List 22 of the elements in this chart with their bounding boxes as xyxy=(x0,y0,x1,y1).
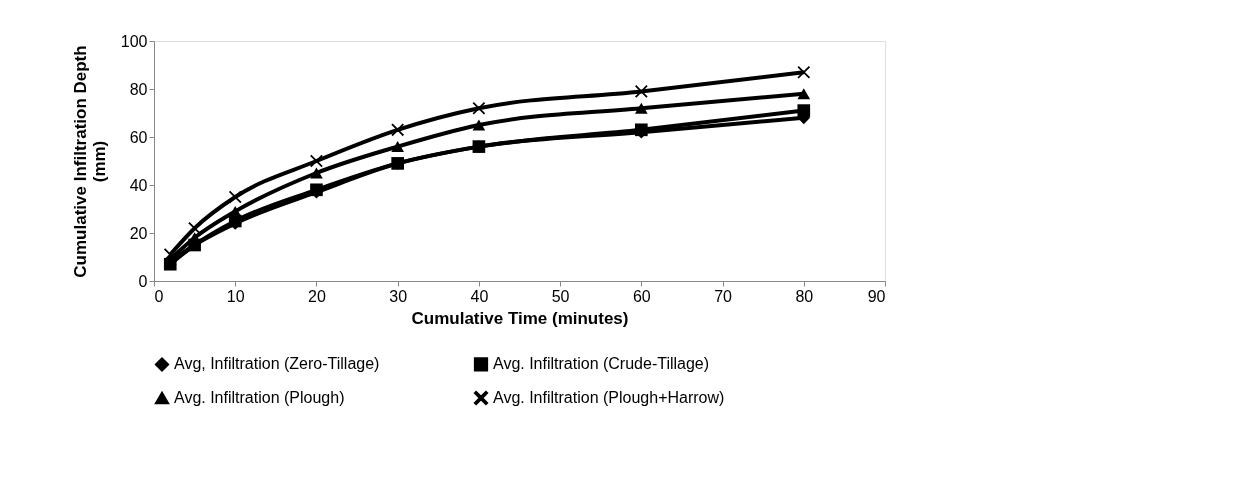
x-tick-label: 60 xyxy=(632,287,651,305)
x-tick-label: 80 xyxy=(795,287,814,305)
y-tick-label: 80 xyxy=(129,80,148,98)
x-tick-label: 50 xyxy=(551,287,570,305)
x-axis-title: Cumulative Time (minutes) xyxy=(411,308,629,328)
x-tick-label: 40 xyxy=(470,287,489,305)
y-tick-label: 60 xyxy=(129,128,148,146)
y-tick-label: 20 xyxy=(129,224,148,242)
legend-label: Avg, Infiltration (Zero-Tillage) xyxy=(174,355,380,373)
x-tick-label: 30 xyxy=(389,287,408,305)
x-tick-label: 20 xyxy=(308,287,326,305)
x-tick-label: 0 xyxy=(154,287,164,305)
legend-label: Avg. Infiltration (Plough+Harrow) xyxy=(493,389,725,406)
y-axis-title: Cumulative Infiltration Depth (mm) xyxy=(70,45,109,278)
y-tick-label: 40 xyxy=(129,176,148,194)
x-tick-label: 10 xyxy=(226,287,245,305)
x-tick-label: 90 xyxy=(867,287,886,305)
x-tick-label: 70 xyxy=(714,287,733,305)
legend-label: Avg. Infiltration (Plough) xyxy=(174,389,345,406)
y-tick-label: 0 xyxy=(138,272,148,290)
y-tick-label: 100 xyxy=(120,32,148,50)
legend-label: Avg. Infiltration (Crude-Tillage) xyxy=(493,355,710,373)
